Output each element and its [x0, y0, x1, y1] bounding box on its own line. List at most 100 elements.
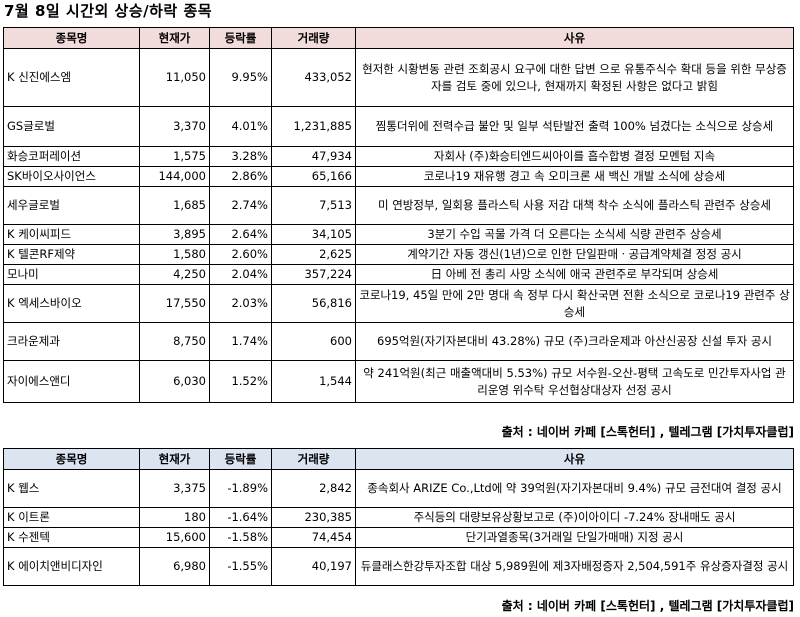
change-cell: -1.89% [209, 469, 272, 508]
header-price: 현재가 [139, 27, 210, 49]
reason-cell: 찜통더위에 전력수급 불안 및 일부 석탄발전 출력 100% 넘겼다는 소식으… [355, 106, 794, 147]
stock-name-cell: K 케이씨피드 [3, 224, 140, 245]
price-cell: 11,050 [139, 48, 210, 107]
reason-cell: 주식등의 대량보유상황보고로 (주)이아이디 -7.24% 장내매도 공시 [355, 507, 794, 528]
table-row: K 케이씨피드 3,895 2.64% 34,105 3분기 수입 곡물 가격 더 오른… [3, 224, 794, 245]
reason-cell: 미 연방정부, 일회용 플라스틱 사용 저감 대책 착수 소식에 플라스틱 관련… [355, 186, 794, 225]
stock-name-cell: K 텔콘RF제약 [3, 244, 140, 265]
volume-cell: 2,842 [271, 469, 356, 508]
stock-name-cell: K 웹스 [3, 469, 140, 508]
table-row: GS글로벌 3,370 4.01% 1,231,885 찜통더위에 전력수급 불안 및 … [3, 106, 794, 147]
header-price: 현재가 [139, 448, 210, 470]
change-cell: 2.60% [209, 244, 272, 265]
change-cell: 2.03% [209, 284, 272, 323]
volume-cell: 433,052 [271, 48, 356, 107]
volume-cell: 7,513 [271, 186, 356, 225]
table-row: K 이트론 180 -1.64% 230,385 주식등의 대량보유상황보고로 (주)이… [3, 507, 794, 528]
price-cell: 6,030 [139, 360, 210, 403]
price-cell: 1,685 [139, 186, 210, 225]
price-cell: 4,250 [139, 264, 210, 285]
table-row: 크라운제과 8,750 1.74% 600 695억원(자기자본대비 43.28%) 규… [3, 322, 794, 361]
reason-cell: 단기과열종목(3거래일 단일가매매) 지정 공시 [355, 527, 794, 548]
table-row: K 신진에스엠 11,050 9.95% 433,052 현저한 시황변동 관련 조회공… [3, 48, 794, 107]
price-cell: 17,550 [139, 284, 210, 323]
price-cell: 180 [139, 507, 210, 528]
stock-name-cell: K 엑세스바이오 [3, 284, 140, 323]
reason-cell: 자회사 (주)화승티엔드씨아이를 흡수합병 결정 모멘텀 지속 [355, 146, 794, 167]
header-reason: 사유 [355, 448, 794, 470]
table-row: 화승코퍼레이션 1,575 3.28% 47,934 자회사 (주)화승티엔드씨아이를 … [3, 146, 794, 167]
table-row: 세우글로벌 1,685 2.74% 7,513 미 연방정부, 일회용 플라스틱 사용 … [3, 186, 794, 225]
price-cell: 3,375 [139, 469, 210, 508]
reason-cell: 코로나19 재유행 경고 속 오미크론 새 백신 개발 소식에 상승세 [355, 166, 794, 187]
stock-name-cell: K 수젠텍 [3, 527, 140, 548]
volume-cell: 357,224 [271, 264, 356, 285]
table-row: 모나미 4,250 2.04% 357,224 日 아베 전 총리 사망 소식에 애국 … [3, 264, 794, 285]
change-cell: -1.64% [209, 507, 272, 528]
reason-cell: 코로나19, 45일 만에 2만 명대 속 정부 다시 확산국면 전환 소식으로… [355, 284, 794, 323]
change-cell: 9.95% [209, 48, 272, 107]
price-cell: 3,370 [139, 106, 210, 147]
page-title: 7월 8일 시간외 상승/하락 종목 [4, 2, 213, 20]
table-row: K 에이치앤비디자인 6,980 -1.55% 40,197 듀클래스한강투자조합 대상… [3, 547, 794, 586]
gainers-header-row: 종목명 현재가 등락률 거래량 사유 [3, 27, 794, 49]
stock-name-cell: K 에이치앤비디자인 [3, 547, 140, 586]
losers-header-row: 종목명 현재가 등락률 거래량 사유 [3, 448, 794, 470]
change-cell: 1.74% [209, 322, 272, 361]
volume-cell: 65,166 [271, 166, 356, 187]
change-cell: 2.74% [209, 186, 272, 225]
volume-cell: 34,105 [271, 224, 356, 245]
volume-cell: 1,544 [271, 360, 356, 403]
table-row: K 엑세스바이오 17,550 2.03% 56,816 코로나19, 45일 만에 2… [3, 284, 794, 323]
reason-cell: 현저한 시황변동 관련 조회공시 요구에 대한 답변 으로 유통주식수 확대 등… [355, 48, 794, 107]
volume-cell: 74,454 [271, 527, 356, 548]
volume-cell: 230,385 [271, 507, 356, 528]
price-cell: 15,600 [139, 527, 210, 548]
volume-cell: 1,231,885 [271, 106, 356, 147]
stock-name-cell: SK바이오사이언스 [3, 166, 140, 187]
price-cell: 6,980 [139, 547, 210, 586]
volume-cell: 600 [271, 322, 356, 361]
stock-name-cell: K 이트론 [3, 507, 140, 528]
table-row: K 텔콘RF제약 1,580 2.60% 2,625 계약기간 자동 갱신(1년)으로 … [3, 244, 794, 265]
stock-name-cell: 화승코퍼레이션 [3, 146, 140, 167]
reason-cell: 계약기간 자동 갱신(1년)으로 인한 단일판매ㆍ공급계약체결 정정 공시 [355, 244, 794, 265]
price-cell: 144,000 [139, 166, 210, 187]
table-row: K 수젠텍 15,600 -1.58% 74,454 단기과열종목(3거래일 단일가매매… [3, 527, 794, 548]
price-cell: 1,580 [139, 244, 210, 265]
change-cell: 3.28% [209, 146, 272, 167]
stock-name-cell: 세우글로벌 [3, 186, 140, 225]
reason-cell: 3분기 수입 곡물 가격 더 오른다는 소식세 식량 관련주 상승세 [355, 224, 794, 245]
table-row: K 웹스 3,375 -1.89% 2,842 종속회사 ARIZE Co.,Ltd에 … [3, 469, 794, 508]
price-cell: 3,895 [139, 224, 210, 245]
change-cell: 4.01% [209, 106, 272, 147]
source-note: 출처 : 네이버 카페 [스톡헌터] , 텔레그램 [가치투자클럽] [501, 425, 794, 439]
stock-name-cell: GS글로벌 [3, 106, 140, 147]
change-cell: -1.58% [209, 527, 272, 548]
change-cell: 2.64% [209, 224, 272, 245]
stock-name-cell: 모나미 [3, 264, 140, 285]
header-reason: 사유 [355, 27, 794, 49]
gainers-table: 종목명 현재가 등락률 거래량 사유 K 신진에스엠 11,050 9.95% 433… [3, 27, 794, 403]
stock-name-cell: 자이에스앤디 [3, 360, 140, 403]
stock-name-cell: 크라운제과 [3, 322, 140, 361]
volume-cell: 56,816 [271, 284, 356, 323]
table-row: 자이에스앤디 6,030 1.52% 1,544 약 241억원(최근 매출액대비 5.… [3, 360, 794, 403]
reason-cell: 日 아베 전 총리 사망 소식에 애국 관련주로 부각되며 상승세 [355, 264, 794, 285]
losers-table: 종목명 현재가 등락률 거래량 사유 K 웹스 3,375 -1.89% 2,842 종… [3, 448, 794, 586]
change-cell: 2.04% [209, 264, 272, 285]
source-note: 출처 : 네이버 카페 [스톡헌터] , 텔레그램 [가치투자클럽] [501, 599, 794, 613]
reason-cell: 듀클래스한강투자조합 대상 5,989원에 제3자배정증자 2,504,591주… [355, 547, 794, 586]
reason-cell: 종속회사 ARIZE Co.,Ltd에 약 39억원(자기자본대비 9.4%) … [355, 469, 794, 508]
reason-cell: 약 241억원(최근 매출액대비 5.53%) 규모 서수원-오산-평택 고속도… [355, 360, 794, 403]
change-cell: 2.86% [209, 166, 272, 187]
change-cell: -1.55% [209, 547, 272, 586]
volume-cell: 2,625 [271, 244, 356, 265]
table-row: SK바이오사이언스 144,000 2.86% 65,166 코로나19 재유행 경고 … [3, 166, 794, 187]
reason-cell: 695억원(자기자본대비 43.28%) 규모 (주)크라운제과 아산신공장 신… [355, 322, 794, 361]
volume-cell: 40,197 [271, 547, 356, 586]
stock-name-cell: K 신진에스엠 [3, 48, 140, 107]
header-name: 종목명 [3, 27, 140, 49]
price-cell: 1,575 [139, 146, 210, 167]
header-volume: 거래량 [271, 448, 356, 470]
